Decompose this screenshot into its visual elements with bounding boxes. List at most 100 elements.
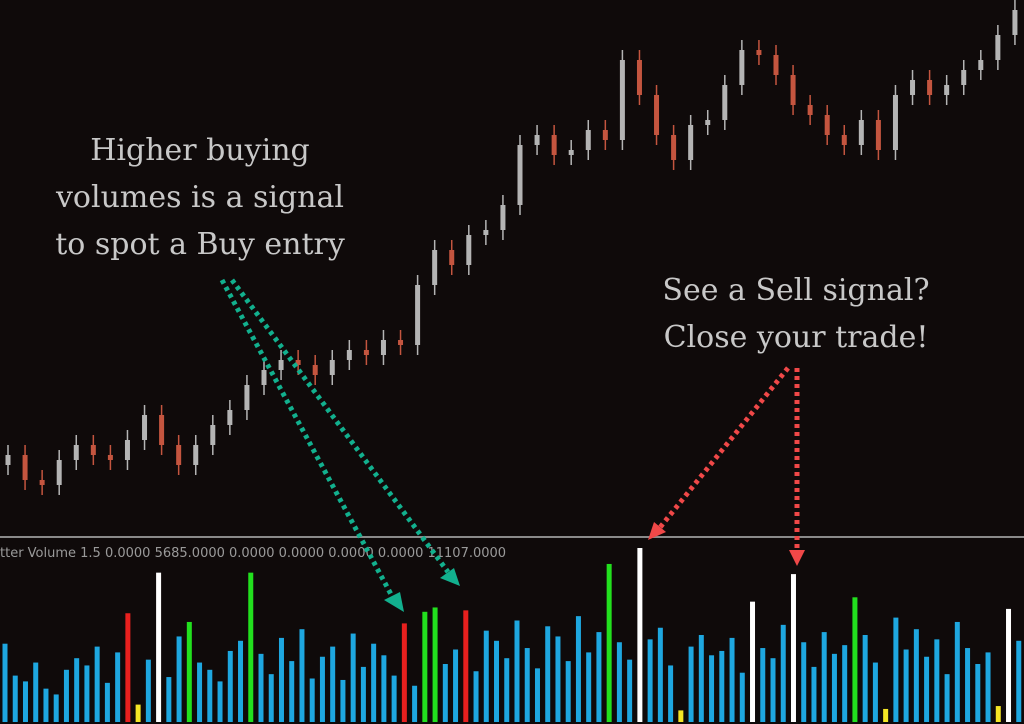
volume-bar xyxy=(360,666,366,722)
volume-bar xyxy=(965,648,971,722)
volume-bar xyxy=(944,674,950,722)
volume-bar xyxy=(913,629,919,722)
candle-body xyxy=(483,230,489,235)
volume-bar xyxy=(545,626,551,722)
volume-bar xyxy=(217,681,223,722)
volume-bar xyxy=(135,704,141,722)
candle-body xyxy=(875,120,881,150)
volume-bar xyxy=(391,675,397,722)
volume-bar xyxy=(442,664,448,722)
candle-body xyxy=(705,120,711,125)
candle-body xyxy=(551,135,557,155)
candle-body xyxy=(329,360,335,375)
candle-body xyxy=(398,340,404,345)
candle-body xyxy=(73,445,79,460)
candle-body xyxy=(995,35,1001,60)
candle-body xyxy=(193,445,199,465)
volume-bar xyxy=(330,646,336,722)
volume-bar xyxy=(883,708,889,722)
volume-bar xyxy=(985,652,991,722)
candle-body xyxy=(807,105,813,115)
volume-pane xyxy=(2,548,1022,722)
candle-body xyxy=(824,115,830,135)
volume-bar xyxy=(207,669,213,722)
candle-body xyxy=(1012,10,1018,35)
volume-bar xyxy=(53,694,59,722)
volume-bar xyxy=(319,656,325,722)
candle-body xyxy=(602,130,608,140)
candle-body xyxy=(892,95,898,150)
volume-bar xyxy=(197,662,203,722)
candle-body xyxy=(295,360,301,365)
volume-bar xyxy=(657,627,663,722)
volume-bar xyxy=(43,688,49,722)
candle-body xyxy=(142,415,148,440)
candle-body xyxy=(841,135,847,145)
volume-bar xyxy=(166,677,172,722)
volume-bar xyxy=(637,548,643,722)
candle-body xyxy=(739,50,745,85)
volume-bar xyxy=(709,655,715,722)
arrow-head xyxy=(384,592,404,612)
indicator-label: tter Volume 1.5 0.0000 5685.0000 0.0000 … xyxy=(0,546,506,561)
candle-body xyxy=(39,480,45,485)
annotation-line: See a Sell signal? xyxy=(662,273,929,308)
volume-bar xyxy=(74,658,80,722)
volume-bar xyxy=(780,624,786,722)
volume-bar xyxy=(1016,640,1022,722)
volume-bar xyxy=(555,636,561,722)
volume-bar xyxy=(872,662,878,722)
candle-body xyxy=(944,85,950,95)
volume-bar xyxy=(381,655,387,722)
volume-bar xyxy=(514,620,520,722)
candle-body xyxy=(432,250,438,285)
volume-bar xyxy=(668,665,674,722)
candle-body xyxy=(568,150,574,155)
candle-body xyxy=(688,125,694,160)
candle-body xyxy=(90,445,96,455)
candle-body xyxy=(927,80,933,95)
volume-bar xyxy=(268,674,274,722)
candle-body xyxy=(244,385,250,410)
volume-bar xyxy=(104,682,110,722)
candle-body xyxy=(380,340,386,355)
volume-bar xyxy=(627,659,633,722)
candle-body xyxy=(517,145,523,205)
volume-bar xyxy=(473,671,479,722)
volume-bar xyxy=(340,679,346,722)
volume-bar xyxy=(954,621,960,722)
candle-body xyxy=(227,410,233,425)
volume-bar xyxy=(995,706,1001,722)
candle-body xyxy=(5,455,11,465)
volume-bar xyxy=(463,610,469,722)
annotation-line: Higher buying xyxy=(90,133,310,168)
volume-bar xyxy=(176,636,182,722)
volume-bar xyxy=(934,639,940,722)
volume-bar xyxy=(94,646,100,722)
volume-bar xyxy=(12,675,18,722)
price-pane xyxy=(5,0,1018,495)
volume-bar xyxy=(309,678,315,722)
volume-bar xyxy=(698,635,704,722)
volume-bar xyxy=(842,645,848,722)
volume-bar xyxy=(616,642,622,722)
volume-bar xyxy=(483,630,489,722)
buy-annotation: Higher buying volumes is a signal to spo… xyxy=(55,133,345,262)
candle-body xyxy=(756,50,762,55)
candle-body xyxy=(346,350,352,360)
volume-bar xyxy=(862,635,868,722)
candle-body xyxy=(671,135,677,160)
volume-bar xyxy=(596,632,602,722)
candle-body xyxy=(636,60,642,95)
candle-body xyxy=(56,460,62,485)
volume-bar xyxy=(647,639,653,722)
candle-body xyxy=(124,440,130,460)
volume-bar xyxy=(278,637,284,722)
candle-body xyxy=(910,80,916,95)
volume-bar xyxy=(238,640,244,722)
candle-body xyxy=(176,445,182,465)
volume-bar xyxy=(606,563,612,722)
volume-bar xyxy=(2,643,8,722)
annotation-line: volumes is a signal xyxy=(55,180,344,215)
volume-bar xyxy=(227,650,233,722)
